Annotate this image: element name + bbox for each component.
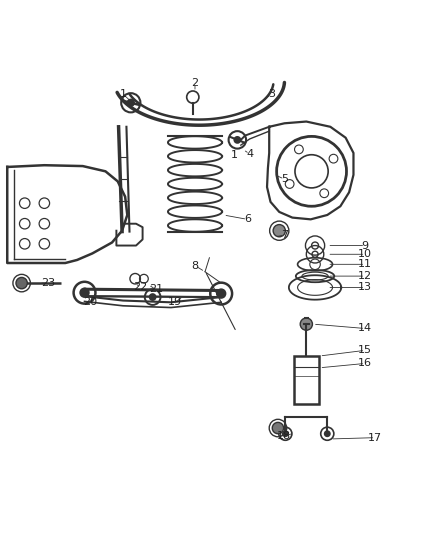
Text: 18: 18 [276, 431, 291, 441]
Text: 10: 10 [358, 249, 372, 259]
Text: 19: 19 [168, 297, 182, 308]
Bar [294, 356, 318, 404]
Circle shape [80, 288, 89, 297]
Text: 12: 12 [358, 271, 372, 281]
Text: 6: 6 [244, 214, 251, 224]
Text: 8: 8 [191, 261, 198, 271]
Text: 23: 23 [41, 278, 55, 288]
Circle shape [273, 224, 286, 237]
Text: 7: 7 [281, 230, 288, 240]
Text: 16: 16 [358, 358, 372, 368]
Text: 22: 22 [133, 282, 148, 293]
Text: 21: 21 [148, 284, 163, 294]
Circle shape [272, 422, 284, 434]
Text: 11: 11 [358, 260, 372, 269]
Circle shape [325, 431, 330, 437]
Circle shape [300, 318, 312, 330]
Text: 17: 17 [368, 433, 382, 442]
Text: 2: 2 [191, 78, 198, 88]
Text: 3: 3 [268, 89, 275, 99]
Text: 9: 9 [362, 240, 369, 251]
Circle shape [16, 277, 27, 289]
Circle shape [127, 99, 134, 106]
Text: 1: 1 [120, 89, 127, 99]
Text: 15: 15 [358, 345, 372, 356]
Circle shape [234, 137, 240, 143]
Text: 1: 1 [231, 150, 238, 160]
Text: 14: 14 [358, 324, 372, 334]
Text: 5: 5 [281, 174, 288, 184]
Text: 13: 13 [358, 282, 372, 293]
Text: 4: 4 [246, 149, 253, 159]
Text: 20: 20 [83, 297, 97, 308]
Circle shape [150, 294, 155, 300]
Circle shape [283, 431, 288, 437]
Circle shape [217, 289, 226, 298]
